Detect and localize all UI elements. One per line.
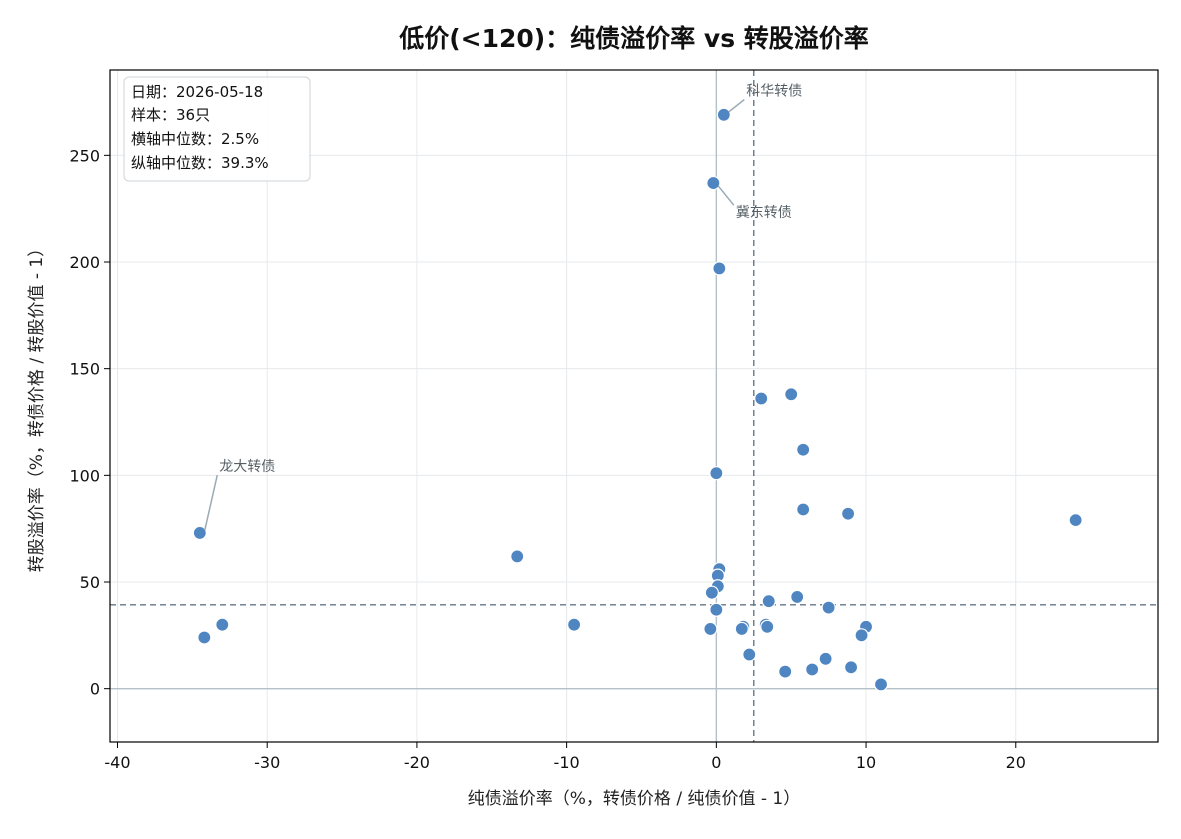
data-point [703,621,718,637]
annotation-label: 龙大转债 [219,459,275,475]
data-point [778,664,793,679]
info-box-frame [123,76,311,182]
data-point [761,594,776,609]
y-tick-label: 100 [69,466,100,485]
annotation-label: 冀东转债 [736,205,792,221]
data-point [215,617,230,632]
data-point [805,662,820,677]
x-tick-label: 0 [711,753,721,772]
annotation-leader [728,99,745,113]
x-tick-label: 20 [1006,753,1026,772]
data-point [784,387,799,402]
data-point [796,502,811,517]
y-tick-label: 0 [90,680,100,699]
data-point [712,261,727,276]
info-date: 日期：2026-05-18 [131,83,263,101]
data-point [567,617,582,632]
annotation-label: 科华转债 [746,84,802,100]
info-box: 日期：2026-05-18 样本：36只 横轴中位数：2.5% 纵轴中位数：39… [123,76,311,182]
x-tick-label: -10 [554,753,580,772]
data-point [742,647,757,662]
x-tick-label: -30 [254,753,280,772]
plot-frame [109,69,1159,743]
data-point [192,525,207,541]
data-points [192,107,1083,692]
chart-title: 低价(<120)：纯债溢价率 vs 转股溢价率 [398,24,869,53]
y-tick-label: 250 [69,146,100,165]
y-tick-label: 150 [69,360,100,379]
data-point [796,442,811,457]
data-point [840,506,856,521]
data-point [734,621,749,637]
y-axis-ticks: 0 50 100 150 200 250 [69,146,110,699]
y-tick-label: 200 [69,253,100,272]
data-point [197,630,212,645]
info-y-median: 纵轴中位数：39.3% [131,154,269,172]
data-point [706,175,721,191]
info-sample-count: 样本：36只 [131,106,210,124]
data-point [873,677,889,692]
x-axis-ticks: -40 -30 -20 -10 0 10 20 [104,742,1026,772]
annotation-leader [717,185,735,206]
data-point [790,589,805,605]
data-point [716,107,731,122]
data-point [510,549,525,564]
data-point [709,602,724,617]
data-point [754,391,769,406]
data-point [854,628,869,643]
x-tick-label: 10 [856,753,876,772]
x-axis-label: 纯债溢价率（%，转债价格 / 纯债价值 - 1） [468,789,800,809]
data-point [760,619,775,634]
data-point [1068,513,1083,528]
y-axis-label: 转股溢价率（%，转债价格 / 转股价值 - 1） [27,240,47,572]
data-point [818,651,833,666]
x-tick-label: -40 [104,753,130,772]
x-tick-label: -20 [404,753,430,772]
info-x-median: 横轴中位数：2.5% [131,130,259,148]
data-point [821,600,836,615]
data-point [709,466,724,481]
data-point [704,585,719,600]
data-point [843,660,859,675]
annotation-leader [204,474,219,531]
y-tick-label: 50 [80,573,100,592]
